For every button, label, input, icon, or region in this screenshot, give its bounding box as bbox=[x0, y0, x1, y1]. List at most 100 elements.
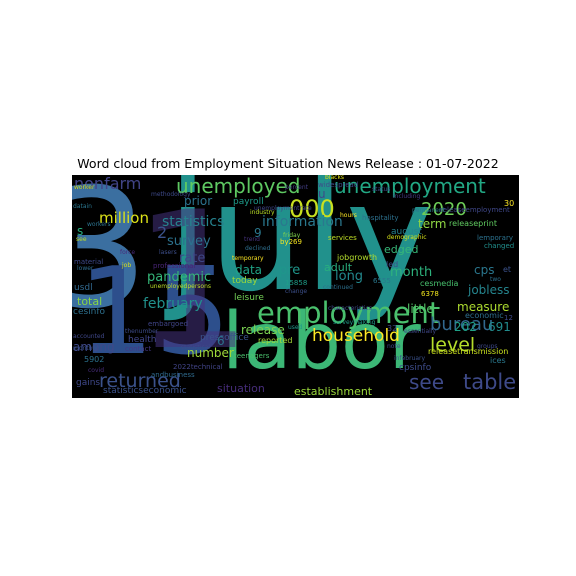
cloud-word: month bbox=[390, 265, 433, 280]
cloud-word: change bbox=[285, 288, 308, 295]
cloud-word: returned bbox=[99, 370, 181, 392]
cloud-word: leisure bbox=[234, 293, 264, 303]
cloud-word: datain bbox=[73, 203, 92, 210]
cloud-word: releaseprint bbox=[449, 219, 497, 228]
cloud-word: declined bbox=[245, 245, 271, 252]
cloud-word: 691 bbox=[488, 320, 511, 334]
cloud-word: ices bbox=[490, 356, 506, 365]
cloud-word: 000 bbox=[289, 195, 335, 223]
cloud-word: releasetransmission bbox=[428, 347, 509, 356]
cloud-word: note bbox=[387, 343, 401, 350]
cloud-word: professional bbox=[153, 262, 196, 270]
cloud-word: widespread bbox=[318, 181, 359, 189]
cloud-word: monthly bbox=[73, 345, 98, 352]
cloud-word: august bbox=[391, 227, 422, 237]
cloud-word: 9 bbox=[254, 226, 262, 240]
cloud-word: 6 bbox=[217, 334, 225, 348]
cloud-word: covid bbox=[88, 367, 104, 374]
cloud-word: unemploymentrate bbox=[254, 205, 312, 212]
cloud-word: unemployment bbox=[334, 175, 486, 198]
cloud-word: term bbox=[418, 217, 447, 231]
cloud-word: including bbox=[393, 193, 421, 200]
cloud-word: force bbox=[120, 249, 136, 256]
cloud-word: among bbox=[73, 340, 115, 354]
cloud-word: statisticseconomic bbox=[103, 386, 187, 396]
cloud-word: table bbox=[463, 370, 517, 394]
cloud-word: percent bbox=[285, 184, 308, 191]
cloud-word: characteristics bbox=[328, 305, 372, 312]
cloud-word: data bbox=[235, 263, 263, 277]
cloud-word: level bbox=[430, 334, 476, 356]
cloud-word: s bbox=[77, 224, 84, 238]
cloud-word: july bbox=[167, 175, 435, 325]
cloud-word: household bbox=[312, 326, 400, 346]
cloud-word: long bbox=[335, 269, 364, 284]
cloud-word: 202 bbox=[454, 320, 477, 334]
cloud-word: 3 bbox=[72, 175, 149, 345]
cloud-word: labor bbox=[222, 297, 421, 387]
cloud-word: unemployedpersons bbox=[150, 283, 212, 290]
cloud-word: groups bbox=[477, 343, 498, 350]
cloud-word: by269 bbox=[280, 238, 302, 246]
cloud-word: two bbox=[490, 276, 501, 283]
cloud-word: continued bbox=[323, 284, 353, 291]
cloud-word: number bbox=[187, 346, 234, 360]
cloud-word: jobgrowth bbox=[337, 253, 378, 262]
cloud-word: 12 bbox=[504, 314, 513, 322]
cloud-word: 5902 bbox=[84, 355, 105, 364]
cloud-word: employment bbox=[257, 296, 441, 330]
cloud-word: rate bbox=[179, 251, 206, 266]
cloud-word: releaseemployment bbox=[440, 206, 510, 214]
cloud-word: pandemic bbox=[147, 270, 212, 285]
cloud-word: see bbox=[409, 370, 445, 394]
cloud-word: 30 bbox=[504, 199, 515, 208]
cloud-word: 2020 bbox=[421, 199, 467, 220]
cloud-word: release bbox=[241, 323, 285, 337]
cloud-word: worker bbox=[74, 184, 95, 191]
cloud-word: changed bbox=[484, 242, 515, 250]
cloud-word: edged bbox=[384, 243, 419, 256]
cloud-word: trend bbox=[244, 236, 260, 243]
cloud-word: friday bbox=[283, 232, 301, 239]
cloud-word: led bbox=[386, 260, 399, 269]
cloud-word: accounted bbox=[73, 333, 105, 340]
cloud-word: demographic bbox=[387, 234, 427, 241]
cloud-word: economic bbox=[465, 311, 504, 320]
cloud-word: million bbox=[99, 209, 149, 227]
cloud-word: total bbox=[77, 295, 103, 308]
cloud-word: thenumber bbox=[125, 328, 159, 335]
cloud-word: bureau bbox=[430, 314, 494, 335]
cloud-word: lower bbox=[77, 265, 94, 272]
cloud-word: temporary bbox=[232, 255, 264, 262]
cloud-word: cesmedia bbox=[420, 279, 459, 288]
cloud-word: survey bbox=[167, 234, 211, 249]
cloud-word: adult bbox=[324, 261, 353, 274]
cloud-word: job bbox=[122, 262, 132, 269]
cloud-word: workers bbox=[87, 221, 111, 228]
cloud-word: see bbox=[76, 236, 87, 243]
cloud-word: andbusiness bbox=[151, 371, 195, 379]
cloud-word: reported bbox=[258, 336, 293, 345]
cloud-word: et bbox=[503, 265, 512, 274]
cloud-word: february bbox=[143, 296, 203, 312]
cloud-word: establishment bbox=[294, 385, 373, 398]
cloud-word: 6378 bbox=[421, 290, 439, 298]
cloud-word: cesinfo bbox=[73, 307, 106, 317]
cloud-word: u bbox=[318, 187, 326, 201]
cloud-word: measure bbox=[457, 300, 510, 314]
cloud-word: 15 bbox=[78, 243, 231, 382]
cloud-word: payroll bbox=[233, 197, 264, 207]
cloud-word: used bbox=[288, 324, 303, 331]
cloud-word: hours bbox=[340, 212, 357, 219]
cloud-word: 1 bbox=[132, 175, 253, 392]
word-cloud: july 3 labor 15 1 employment unemployed unemplo… bbox=[72, 175, 519, 398]
cloud-word: health bbox=[128, 335, 157, 345]
cloud-word: prior bbox=[184, 194, 213, 208]
cloud-word: cpsinfo bbox=[399, 363, 432, 373]
cloud-word: unemployed bbox=[176, 175, 301, 198]
cloud-word: statistics bbox=[162, 214, 225, 230]
cloud-word: infebruary bbox=[394, 355, 426, 362]
cloud-word: nonfarm bbox=[74, 175, 142, 193]
cloud-word: lasers bbox=[159, 249, 177, 256]
cloud-word: methodology bbox=[151, 191, 191, 198]
